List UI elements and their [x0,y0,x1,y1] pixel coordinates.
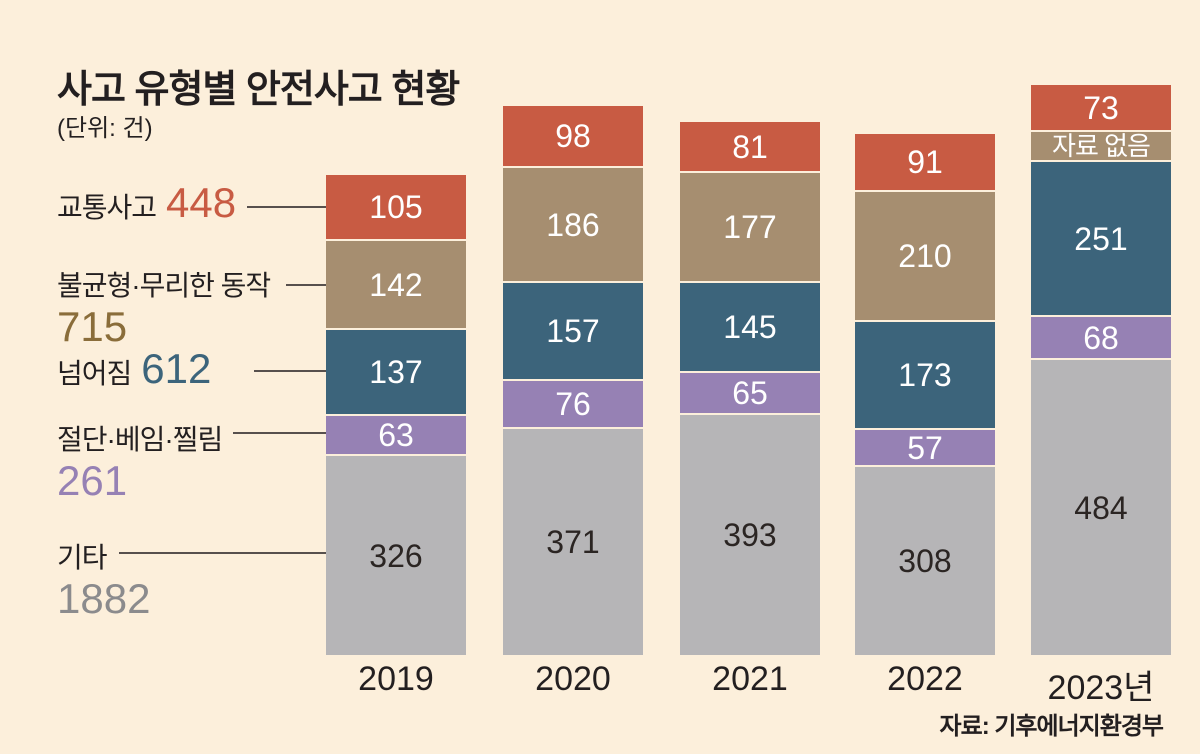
legend-name: 불균형·무리한 동작 [57,270,271,301]
legend-item-traffic: 교통사고 448 [57,182,236,226]
bar-segment: 137 [326,330,466,414]
legend-connector-line [286,284,326,286]
bar-segment: 142 [326,241,466,328]
bar-segment: 186 [503,168,643,281]
x-axis-label: 2023년 [1047,669,1155,707]
bar-segment: 393 [680,415,820,655]
bar-segment: 57 [855,430,995,465]
legend-item-imbalance: 불균형·무리한 동작 715 [57,264,271,350]
legend-total: 261 [57,457,128,504]
legend-name: 넘어짐 [57,358,132,389]
x-axis-label: 2020 [535,660,611,698]
chart-title: 사고 유형별 안전사고 현황 [57,69,460,111]
bar-segment: 173 [855,322,995,428]
legend-item-fall: 넘어짐 612 [57,348,211,392]
legend-total: 715 [57,303,128,350]
legend-connector-line [233,432,326,434]
bar-segment: 177 [680,173,820,281]
legend-connector-line [247,206,326,208]
legend-name: 교통사고 [57,192,157,223]
bar-segment: 484 [1031,360,1171,655]
bar-segment: 68 [1031,317,1171,358]
bar-segment: 73 [1031,85,1171,130]
x-axis-label: 2021 [712,660,788,698]
legend-connector-line [254,370,326,372]
bar-segment: 371 [503,429,643,655]
bar-segment: 91 [855,134,995,190]
source-credit: 자료: 기후에너지환경부 [939,713,1164,740]
bar-segment: 자료 없음 [1031,132,1171,160]
legend-name: 기타 [57,542,108,573]
bar-segment: 63 [326,416,466,454]
legend-total: 612 [141,345,212,392]
bar-segment: 105 [326,175,466,239]
bar-segment: 145 [680,283,820,371]
bar-segment: 308 [855,467,995,655]
bar-column: 105 142 137 63 326 [326,175,466,655]
legend-item-cut: 절단·베임·찔림 261 [57,418,223,504]
legend-total: 1882 [57,575,151,622]
bar-column: 81 177 145 65 393 [680,122,820,655]
bar-segment: 76 [503,381,643,427]
legend-name: 절단·베임·찔림 [57,424,223,455]
bar-segment: 157 [503,283,643,379]
bar-segment: 98 [503,106,643,166]
bar-segment: 326 [326,456,466,655]
legend-total: 448 [166,179,237,226]
x-axis-label: 2022 [887,660,963,698]
bar-column: 91 210 173 57 308 [855,134,995,655]
legend-connector-line [119,552,326,554]
bar-column: 98 186 157 76 371 [503,106,643,655]
x-axis-label: 2019 [358,660,434,698]
bar-segment: 210 [855,192,995,320]
legend-item-other: 기타 1882 [57,536,150,620]
unit-label: (단위: 건) [57,115,153,142]
bar-segment: 81 [680,122,820,171]
bar-column: 73 자료 없음 251 68 484 [1031,85,1171,655]
bar-segment: 251 [1031,162,1171,315]
bar-segment: 65 [680,373,820,413]
